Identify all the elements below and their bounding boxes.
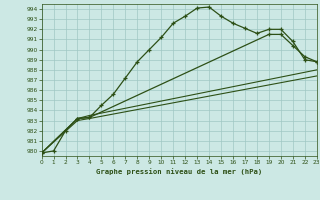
X-axis label: Graphe pression niveau de la mer (hPa): Graphe pression niveau de la mer (hPa) [96, 168, 262, 175]
